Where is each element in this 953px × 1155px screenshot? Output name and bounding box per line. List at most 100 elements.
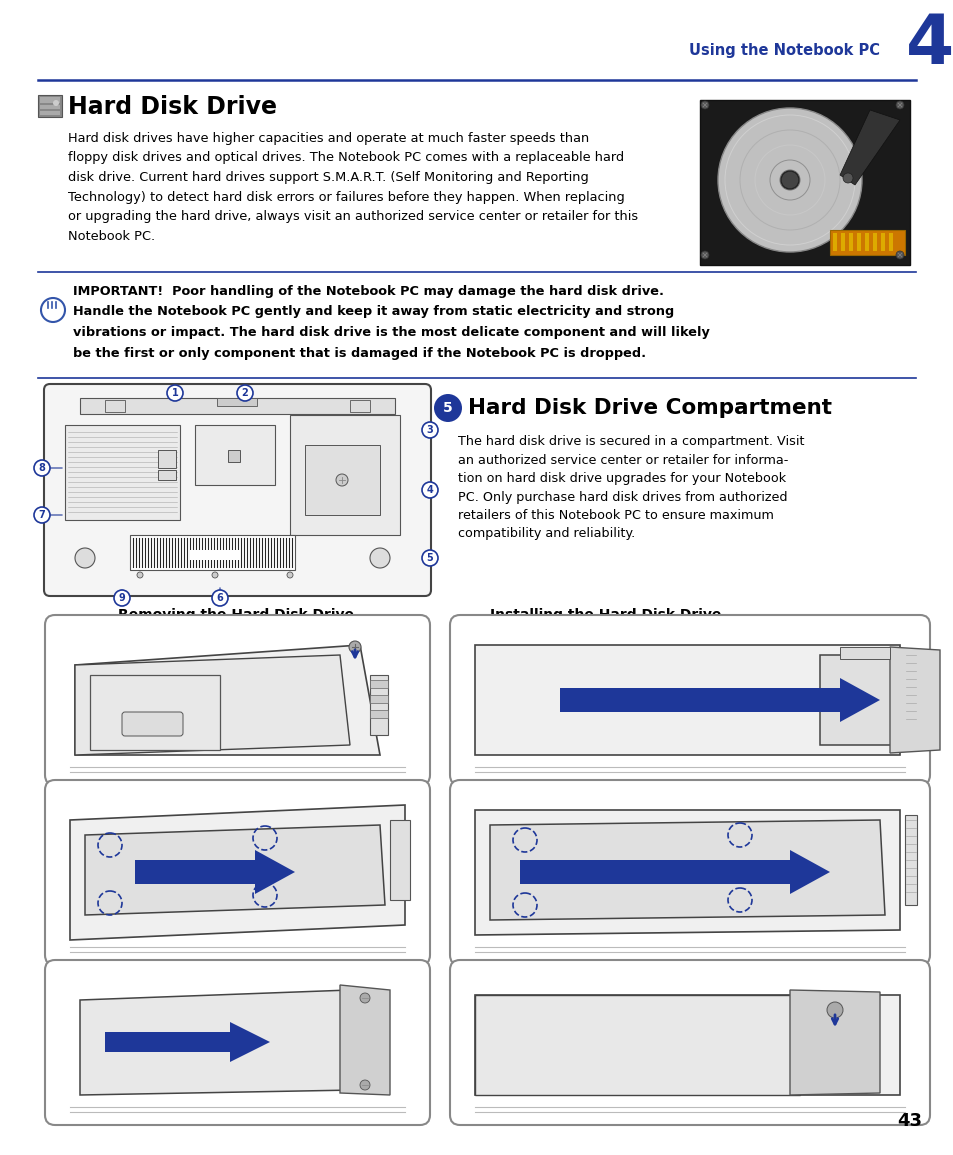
- FancyBboxPatch shape: [45, 614, 430, 785]
- Polygon shape: [475, 994, 899, 1095]
- Text: 7: 7: [38, 511, 46, 520]
- Text: floppy disk drives and optical drives. The Notebook PC comes with a replaceable : floppy disk drives and optical drives. T…: [68, 151, 623, 164]
- Bar: [370, 710, 388, 718]
- Bar: [130, 535, 294, 571]
- Text: 6: 6: [216, 593, 223, 603]
- Circle shape: [53, 100, 59, 106]
- Circle shape: [212, 572, 218, 578]
- Polygon shape: [80, 990, 355, 1095]
- Text: 2: 2: [241, 388, 248, 398]
- Polygon shape: [889, 647, 939, 753]
- Polygon shape: [559, 678, 879, 722]
- FancyBboxPatch shape: [122, 711, 183, 736]
- Text: Hard Disk Drive Compartment: Hard Disk Drive Compartment: [468, 398, 831, 418]
- Text: 43: 43: [897, 1112, 922, 1130]
- Polygon shape: [105, 1022, 270, 1061]
- Text: disk drive. Current hard drives support S.M.A.R.T. (Self Monitoring and Reportin: disk drive. Current hard drives support …: [68, 171, 588, 184]
- Bar: [864, 233, 868, 251]
- Circle shape: [434, 394, 461, 422]
- Circle shape: [895, 100, 903, 109]
- Bar: [158, 450, 175, 468]
- Polygon shape: [475, 810, 899, 936]
- Circle shape: [826, 1003, 842, 1018]
- Bar: [700, 100, 909, 264]
- Text: 3: 3: [426, 425, 433, 435]
- Text: 1: 1: [172, 388, 178, 398]
- Polygon shape: [789, 990, 879, 1095]
- Bar: [904, 815, 916, 906]
- Polygon shape: [75, 644, 379, 755]
- Bar: [40, 105, 60, 109]
- Polygon shape: [519, 850, 829, 894]
- Text: tion on hard disk drive upgrades for your Notebook: tion on hard disk drive upgrades for you…: [457, 472, 785, 485]
- Text: or upgrading the hard drive, always visit an authorized service center or retail: or upgrading the hard drive, always visi…: [68, 210, 638, 223]
- Circle shape: [34, 460, 50, 476]
- Circle shape: [781, 171, 799, 189]
- Bar: [65, 425, 180, 520]
- Bar: [370, 675, 388, 735]
- Circle shape: [137, 572, 143, 578]
- Circle shape: [167, 385, 183, 401]
- Text: Technology) to detect hard disk errors or failures before they happen. When repl: Technology) to detect hard disk errors o…: [68, 191, 624, 203]
- Text: Removing the Hard Disk Drive: Removing the Hard Disk Drive: [118, 608, 354, 623]
- Circle shape: [359, 1080, 370, 1090]
- Circle shape: [842, 173, 852, 182]
- FancyBboxPatch shape: [450, 614, 929, 785]
- Polygon shape: [339, 985, 390, 1095]
- Bar: [848, 233, 852, 251]
- Bar: [904, 650, 916, 730]
- Bar: [832, 233, 836, 251]
- Text: retailers of this Notebook PC to ensure maximum: retailers of this Notebook PC to ensure …: [457, 509, 773, 522]
- Text: be the first or only component that is damaged if the Notebook PC is dropped.: be the first or only component that is d…: [73, 346, 645, 359]
- Bar: [228, 450, 240, 462]
- Polygon shape: [820, 655, 929, 745]
- Circle shape: [370, 547, 390, 568]
- Circle shape: [113, 590, 130, 606]
- Polygon shape: [475, 994, 800, 1095]
- Text: 9: 9: [118, 593, 125, 603]
- Circle shape: [421, 550, 437, 566]
- Text: The hard disk drive is secured in a compartment. Visit: The hard disk drive is secured in a comp…: [457, 435, 803, 448]
- Bar: [305, 445, 379, 515]
- Polygon shape: [135, 850, 294, 894]
- Circle shape: [212, 590, 228, 606]
- Polygon shape: [490, 820, 884, 921]
- Circle shape: [700, 251, 708, 259]
- Circle shape: [349, 641, 360, 653]
- Bar: [105, 400, 125, 412]
- Text: Hard Disk Drive: Hard Disk Drive: [68, 95, 276, 119]
- FancyBboxPatch shape: [45, 780, 430, 964]
- Circle shape: [75, 547, 95, 568]
- Text: Hard disk drives have higher capacities and operate at much faster speeds than: Hard disk drives have higher capacities …: [68, 132, 589, 146]
- Text: 5: 5: [442, 401, 453, 415]
- Circle shape: [718, 109, 862, 252]
- Circle shape: [335, 474, 348, 486]
- Bar: [158, 470, 175, 480]
- Bar: [216, 398, 256, 407]
- Text: |||: |||: [212, 551, 218, 559]
- Bar: [350, 400, 370, 412]
- Text: 4: 4: [426, 485, 433, 495]
- Bar: [390, 820, 410, 900]
- FancyBboxPatch shape: [450, 780, 929, 964]
- Circle shape: [700, 100, 708, 109]
- Text: an authorized service center or retailer for informa-: an authorized service center or retailer…: [457, 454, 787, 467]
- FancyBboxPatch shape: [450, 960, 929, 1125]
- Bar: [370, 680, 388, 688]
- Circle shape: [359, 993, 370, 1003]
- Bar: [38, 95, 62, 117]
- Text: compatibility and reliability.: compatibility and reliability.: [457, 528, 635, 541]
- Bar: [194, 425, 274, 485]
- Polygon shape: [85, 825, 385, 915]
- Text: 8: 8: [38, 463, 46, 474]
- Bar: [370, 695, 388, 703]
- FancyBboxPatch shape: [44, 383, 431, 596]
- Bar: [888, 233, 892, 251]
- Bar: [841, 233, 844, 251]
- Bar: [40, 97, 60, 103]
- Text: IMPORTANT!  Poor handling of the Notebook PC may damage the hard disk drive.: IMPORTANT! Poor handling of the Notebook…: [73, 285, 663, 298]
- Text: PC. Only purchase hard disk drives from authorized: PC. Only purchase hard disk drives from …: [457, 491, 786, 504]
- Text: Using the Notebook PC: Using the Notebook PC: [688, 43, 879, 58]
- Bar: [829, 230, 904, 255]
- Polygon shape: [475, 644, 899, 755]
